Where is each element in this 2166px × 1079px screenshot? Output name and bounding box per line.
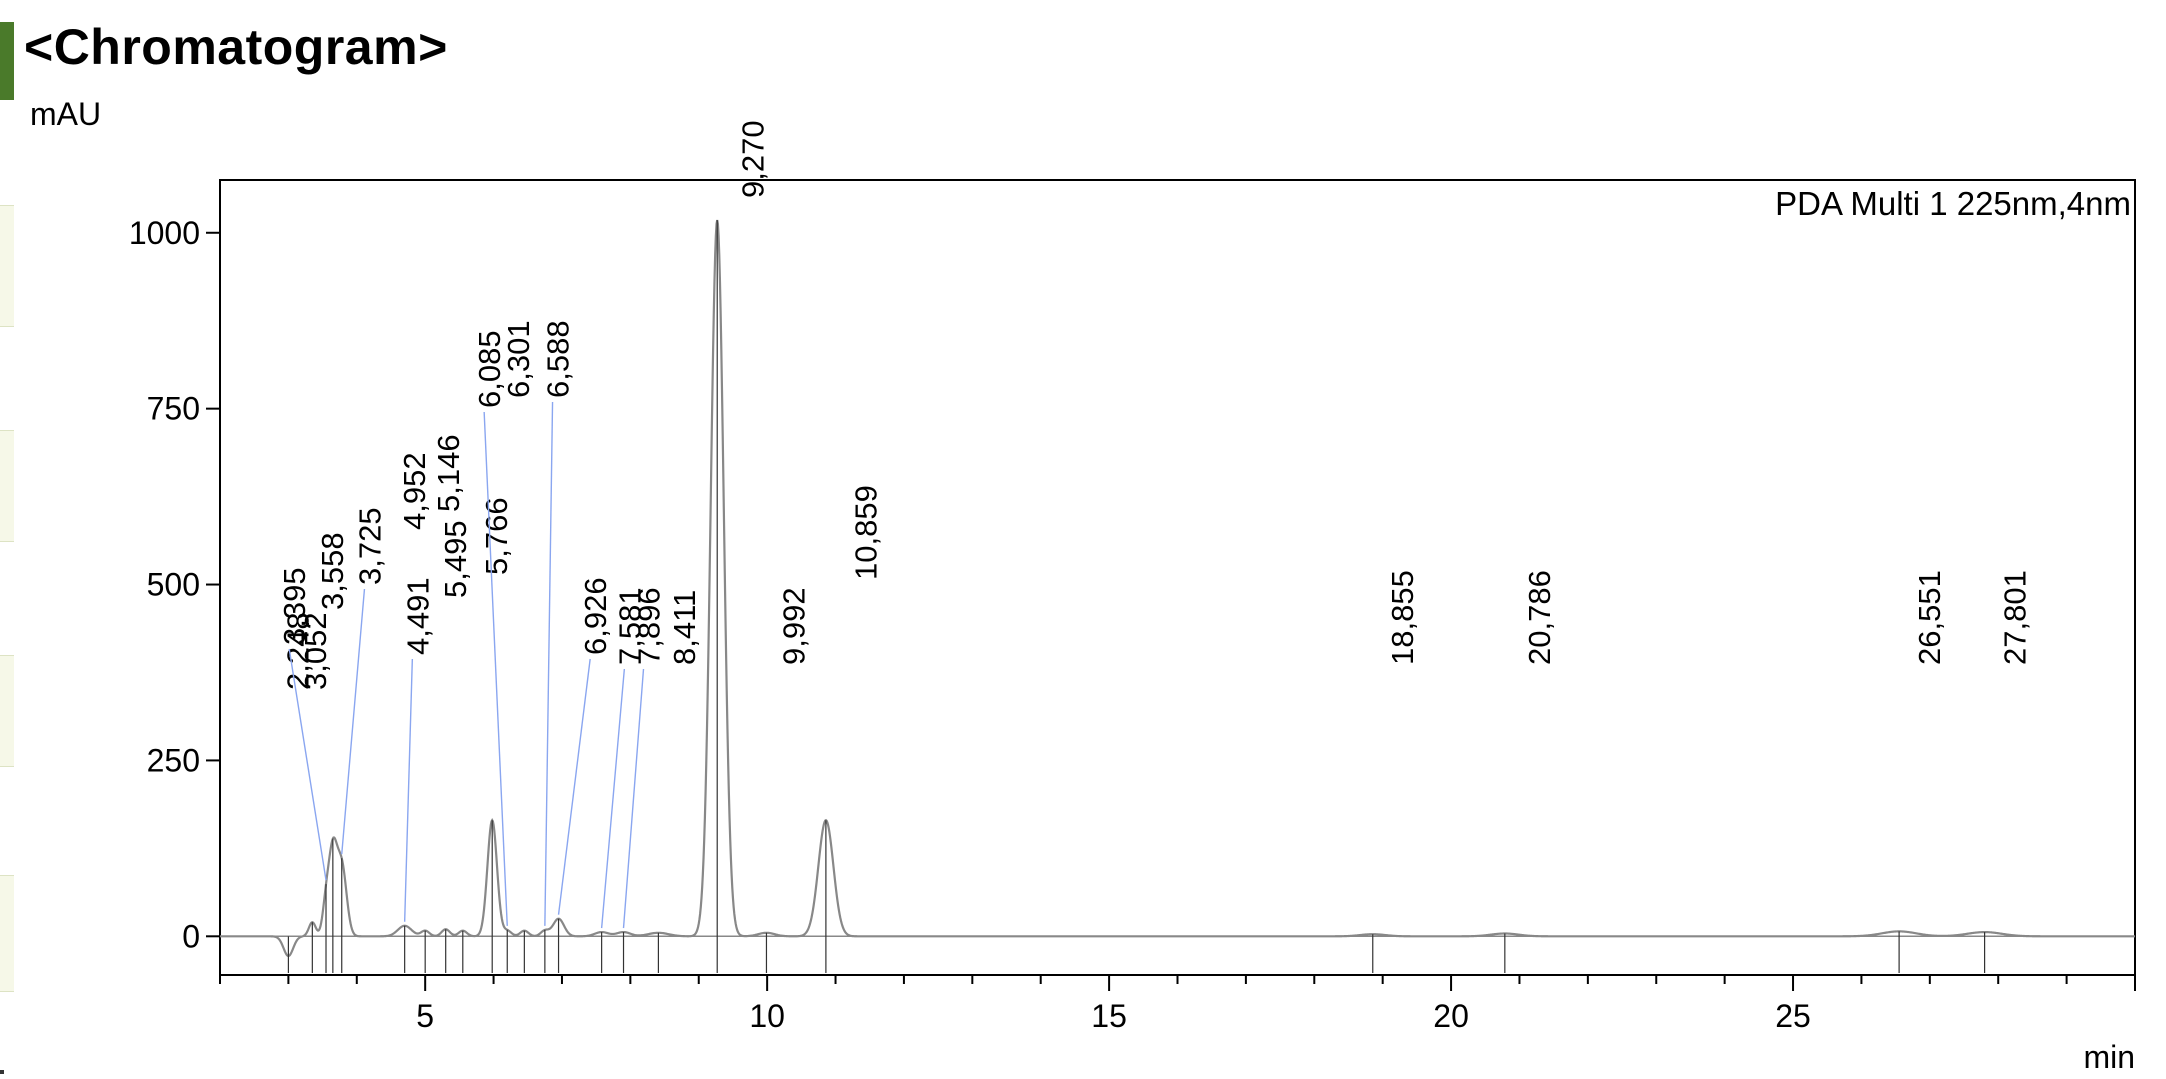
peak-label: 27,801 [1997,570,2032,665]
peak-label: 6,588 [541,320,576,398]
peak-label: 6,085 [472,330,507,408]
y-tick-label: 1000 [129,215,200,251]
x-axis-label: min [2083,1039,2135,1075]
peak-leader-line [403,658,414,922]
peak-label: 8,411 [667,590,702,665]
peak-label: 7,896 [632,587,667,665]
peak-leader-line [483,411,508,926]
peak-label: 3,052 [298,612,333,690]
peak-leader-line [600,668,626,929]
peak-leader-line [288,648,327,881]
x-tick-label: 15 [1091,998,1127,1034]
left-tab [0,655,14,767]
corner-dot [0,1070,4,1074]
y-axis-label: mAU [30,96,101,132]
x-tick-label: 20 [1433,998,1469,1034]
x-tick-label: 5 [416,998,434,1034]
peak-leader-line [341,588,366,855]
peak-label: 18,855 [1385,570,1420,665]
peak-label: 4,952 [397,452,432,530]
detector-annotation: PDA Multi 1 225nm,4nm [1775,185,2131,222]
peak-leader-line [557,658,591,915]
peak-label: 2,248 [281,612,316,690]
y-tick-label: 0 [182,918,200,954]
peak-label: 4,491 [400,577,435,655]
y-tick-label: 500 [147,567,200,603]
page-title: <Chromatogram> [24,19,448,75]
x-tick-label: 10 [749,998,785,1034]
peak-label: 6,301 [501,320,536,398]
peak-label: 9,992 [777,587,812,665]
peak-label: 5,495 [438,520,473,598]
peak-label: 26,551 [1912,570,1947,665]
signal-trace [220,219,2135,958]
peak-label: 3,725 [353,507,388,585]
peak-label: 20,786 [1522,570,1557,665]
peak-label: 7,581 [612,587,647,665]
peak-label: 3,395 [277,567,312,645]
header-accent-bar [0,22,14,100]
peak-leader-line [622,668,645,929]
left-tab [0,875,14,992]
peak-label: 5,766 [479,497,514,575]
x-tick-label: 25 [1775,998,1811,1034]
y-tick-label: 750 [147,391,200,427]
left-tab [0,430,14,542]
peak-label: 3,558 [315,532,350,610]
plot-frame [219,179,2136,976]
peak-label: 5,146 [431,434,466,512]
y-tick-label: 250 [147,742,200,778]
peak-label: 9,270 [736,120,771,198]
peak-label: 6,926 [578,577,613,655]
peak-label: 10,859 [848,485,883,580]
left-tab [0,205,14,327]
peak-leader-line [544,401,554,926]
